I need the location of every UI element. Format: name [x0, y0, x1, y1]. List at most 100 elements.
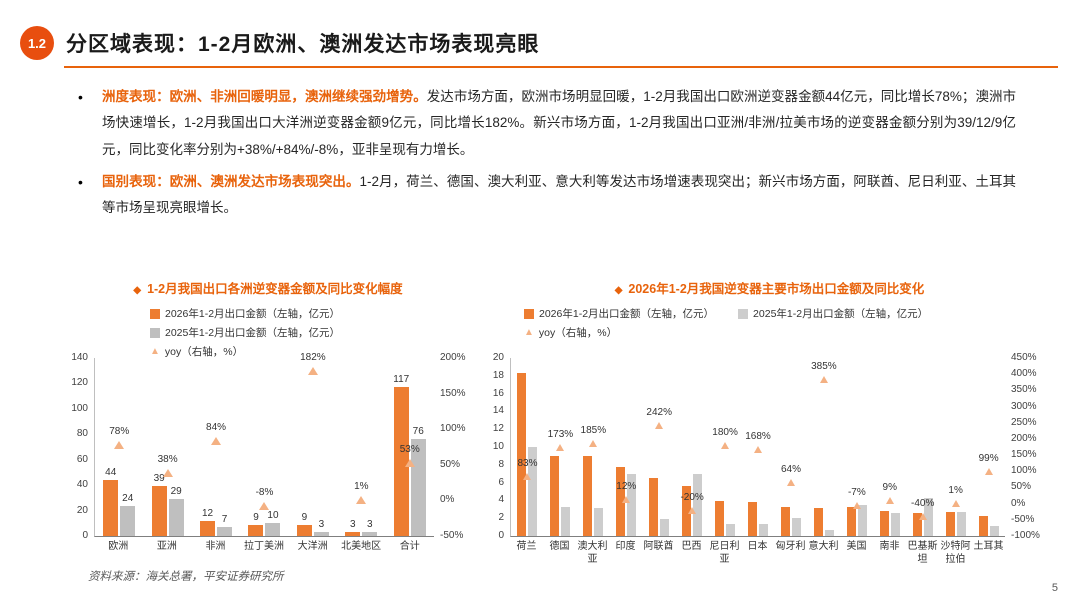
- category-group: 12%: [610, 358, 643, 536]
- legend-label: yoy（右轴，%）: [538, 327, 618, 339]
- category-label: 北美地区: [341, 541, 382, 552]
- bar-2026-export: [248, 524, 264, 536]
- chart-country-exports: ◆ 2026年1-2月我国逆变器主要市场出口金额及同比变化 2026年1-2月出口…: [482, 278, 1057, 566]
- category-group: 9%: [873, 358, 906, 536]
- bar-2025-export: [693, 473, 703, 536]
- axis-tick-label: -50%: [440, 530, 464, 541]
- legend-item: 2025年1-2月出口金额（左轴，亿元）: [738, 306, 928, 321]
- axis-tick-label: 100%: [1011, 465, 1037, 477]
- category-group: 9 3 182%: [289, 352, 337, 536]
- category-group: 385%: [807, 358, 840, 536]
- bar-value-label: 3: [318, 519, 325, 531]
- page-title: 分区域表现：1-2月欧洲、澳洲发达市场表现亮眼: [66, 33, 540, 56]
- bullet-region-performance: 洲度表现：欧洲、非洲回暖明显，澳洲继续强劲增势。发达市场方面，欧洲市场明显回暖，…: [76, 84, 1016, 163]
- bar-value-label: 117: [393, 374, 410, 386]
- legend-label: 2026年1-2月出口金额（左轴，亿元）: [539, 308, 715, 320]
- bar-2026-export: [748, 502, 758, 536]
- yoy-label: -8%: [255, 487, 274, 499]
- category-group: -20%: [676, 358, 709, 536]
- chart-title: ◆ 2026年1-2月我国逆变器主要市场出口金额及同比变化: [482, 278, 1057, 297]
- bullet-body-text: 发达市场方面，欧洲市场明显回暖，1-2月我国出口欧洲逆变器金额44亿元，同比增长…: [102, 89, 1017, 157]
- bar-2026-export: [151, 486, 167, 536]
- category-label: 美国: [846, 541, 867, 552]
- bar-2025-export: [824, 530, 834, 536]
- bar-2025-export: [759, 523, 769, 536]
- bar-2026-export: [879, 511, 889, 536]
- bar-2025-export: [265, 523, 281, 536]
- category-label: 沙特阿拉伯: [940, 541, 971, 565]
- yoy-marker: [819, 375, 828, 383]
- yoy-marker: [885, 497, 894, 505]
- axis-tick-label: 4: [498, 494, 504, 506]
- yoy-label: 173%: [547, 429, 574, 441]
- bar-2025-export: [726, 523, 736, 536]
- yoy-label: 84%: [206, 421, 227, 433]
- axis-tick-label: 100: [71, 402, 88, 414]
- yoy-label: 38%: [157, 454, 178, 466]
- diamond-icon: ◆: [133, 285, 142, 296]
- plot-area: 83% 173% 185% 12% 242% -20% 180% 168% 64% 385% -7%…: [510, 358, 1005, 537]
- yoy-marker: [523, 473, 532, 481]
- category-label: 非洲: [205, 541, 226, 552]
- plot-row: 140 120 100 80 60 40 20 0 44 24 78% 39 29 38% 12 7 84% 9…: [58, 352, 478, 541]
- yoy-marker: [259, 502, 270, 511]
- bar-value-label: 76: [412, 426, 424, 438]
- bar-2025-export: [561, 506, 571, 536]
- yoy-label: 1%: [354, 480, 369, 492]
- bar-value-label: 7: [221, 514, 228, 526]
- yoy-marker: [918, 513, 927, 521]
- category-group: 9 10 -8%: [240, 358, 288, 536]
- yoy-marker: [211, 436, 222, 445]
- yoy-label: 182%: [300, 351, 326, 363]
- bar-2026-export: [517, 373, 527, 536]
- category-group: 39 29 38%: [143, 358, 191, 536]
- category-label: 匈牙利: [775, 541, 806, 552]
- legend-swatch: [150, 327, 160, 338]
- category-group: 185%: [577, 358, 610, 536]
- category-label: 拉丁美洲: [244, 541, 285, 552]
- axis-tick-label: 20: [76, 504, 88, 516]
- axis-tick-label: -100%: [1011, 530, 1040, 541]
- bullet-lead-text: 国别表现：欧洲、澳洲发达市场表现突出。: [102, 173, 360, 189]
- axis-tick-label: 140: [71, 352, 88, 363]
- axis-tick-label: 16: [492, 387, 504, 399]
- chart-continent-exports: ◆ 1-2月我国出口各洲逆变器金额及同比变化幅度 2026年1-2月出口金额（左轴…: [58, 278, 478, 566]
- category-label: 南非: [879, 541, 900, 552]
- right-percent-axis: 200% 150% 100% 50% 0% -50%: [434, 353, 478, 541]
- axis-tick-label: 120: [71, 377, 88, 389]
- legend-item: ▲ yoy（右轴，%）: [524, 325, 617, 340]
- yoy-marker: [655, 421, 664, 429]
- yoy-marker: [786, 479, 795, 487]
- bar-value-label: 10: [267, 510, 279, 522]
- bar-2026-export: [780, 506, 790, 536]
- yoy-label: 180%: [712, 426, 738, 438]
- category-label: 大洋洲: [297, 541, 328, 552]
- axis-tick-label: 0: [498, 530, 504, 541]
- category-group: 12 7 84%: [192, 358, 240, 536]
- bar-value-label: 44: [105, 467, 117, 479]
- bullet-country-performance: 国别表现：欧洲、澳洲发达市场表现突出。1-2月，荷兰、德国、澳大利亚、意大利等发…: [76, 169, 1016, 222]
- axis-tick-label: 150%: [1011, 449, 1037, 461]
- title-divider: [64, 66, 1058, 68]
- legend-label: 2025年1-2月出口金额（左轴，亿元）: [165, 327, 341, 339]
- axis-tick-label: 6: [498, 476, 504, 488]
- bar-2025-export: [168, 499, 184, 536]
- left-value-axis: 20 18 16 14 12 10 8 6 4 2 0: [482, 353, 510, 541]
- legend-swatch: [524, 308, 534, 319]
- category-group: 168%: [742, 358, 775, 536]
- yoy-marker: [622, 496, 631, 504]
- yoy-label: 83%: [517, 458, 538, 470]
- axis-tick-label: 450%: [1011, 352, 1037, 363]
- bar-2025-export: [857, 504, 867, 536]
- bar-2025-export: [594, 507, 604, 536]
- axis-tick-label: 0%: [440, 494, 455, 506]
- bar-2026-export: [296, 524, 312, 536]
- yoy-marker: [984, 468, 993, 476]
- axis-tick-label: 0: [82, 530, 88, 541]
- bar-2026-export: [945, 511, 955, 536]
- bar-value-label: 3: [367, 519, 373, 531]
- source-note: 资料来源：海关总署，平安证券研究所: [88, 571, 284, 583]
- category-group: 44 24 78%: [95, 358, 143, 536]
- category-label: 荷兰: [516, 541, 537, 552]
- bar-value-label: 29: [170, 486, 182, 498]
